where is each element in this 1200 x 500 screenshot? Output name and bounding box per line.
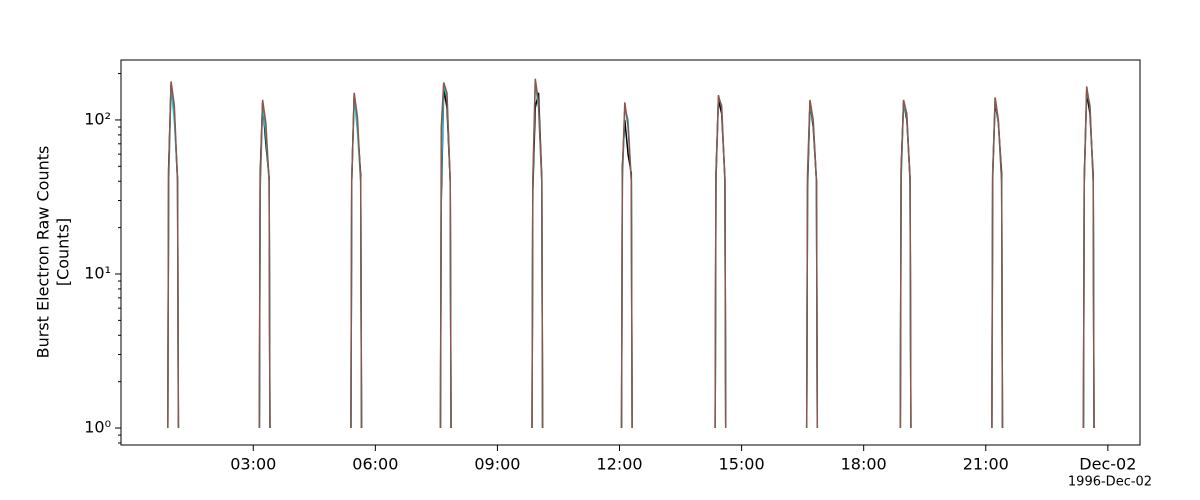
x-tick-label: 18:00 xyxy=(841,455,887,474)
x-tick-label: 15:00 xyxy=(719,455,765,474)
x-tick-label: 03:00 xyxy=(230,455,276,474)
y-tick-label: 10² xyxy=(84,109,111,128)
x-tick-label: 12:00 xyxy=(596,455,642,474)
y-tick-label: 10¹ xyxy=(84,263,111,282)
x-offset-label: 1996-Dec-02 xyxy=(1068,475,1152,490)
y-tick-label: 10⁰ xyxy=(84,418,111,437)
y-axis-label: Burst Electron Raw Counts xyxy=(34,146,53,359)
y-axis-label: [Counts] xyxy=(54,218,73,286)
plot-area xyxy=(167,78,1095,429)
plot-frame xyxy=(120,59,1141,446)
x-tick-label: Dec-02 xyxy=(1079,455,1136,474)
x-tick-label: 09:00 xyxy=(474,455,520,474)
x-tick-label: 21:00 xyxy=(963,455,1009,474)
x-tick-label: 06:00 xyxy=(352,455,398,474)
series-line xyxy=(167,78,1095,429)
